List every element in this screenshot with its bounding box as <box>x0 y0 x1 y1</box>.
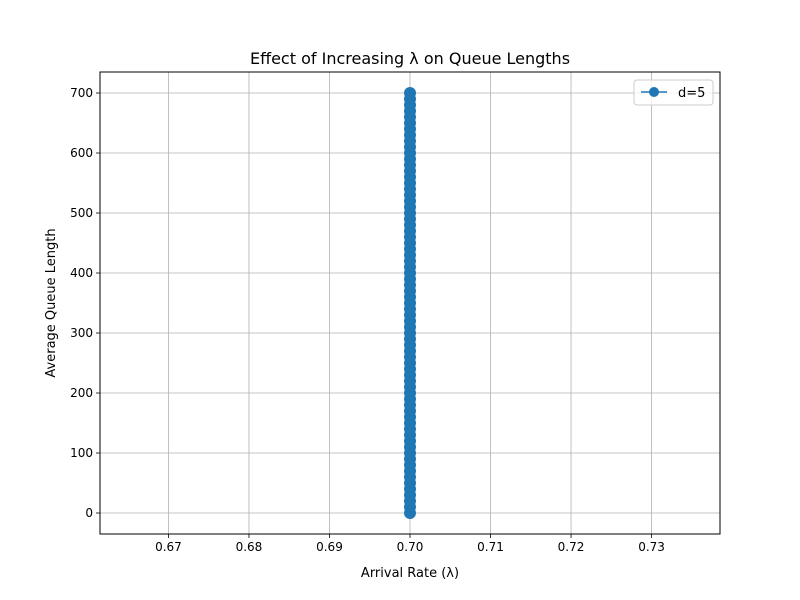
plot-area <box>404 87 416 519</box>
x-tick-label: 0.68 <box>236 540 263 554</box>
legend-box <box>633 79 714 106</box>
y-tick-label: 300 <box>70 326 93 340</box>
data-point <box>404 87 416 99</box>
y-tick-label: 100 <box>70 446 93 460</box>
x-axis-label: Arrival Rate (λ) <box>361 566 459 581</box>
y-tick-label: 0 <box>85 506 93 520</box>
y-axis-label: Average Queue Length <box>44 228 59 377</box>
legend-label-d5: d=5 <box>678 86 705 101</box>
y-axis: 0 100 200 300 400 500 600 700 <box>70 86 100 520</box>
x-tick-label: 0.69 <box>316 540 343 554</box>
y-tick-label: 400 <box>70 266 93 280</box>
y-tick-label: 600 <box>70 146 93 160</box>
x-axis: 0.67 0.68 0.69 0.70 0.71 0.72 0.73 <box>155 534 665 554</box>
y-tick-label: 200 <box>70 386 93 400</box>
x-tick-label: 0.67 <box>155 540 182 554</box>
legend: d=5 <box>633 79 714 106</box>
y-tick-label: 700 <box>70 86 93 100</box>
legend-marker-swatch <box>649 87 659 97</box>
x-tick-label: 0.72 <box>558 540 585 554</box>
y-tick-label: 500 <box>70 206 93 220</box>
chart-title: Effect of Increasing λ on Queue Lengths <box>250 49 570 68</box>
x-tick-label: 0.71 <box>477 540 504 554</box>
x-tick-label: 0.70 <box>397 540 424 554</box>
x-tick-label: 0.73 <box>638 540 665 554</box>
